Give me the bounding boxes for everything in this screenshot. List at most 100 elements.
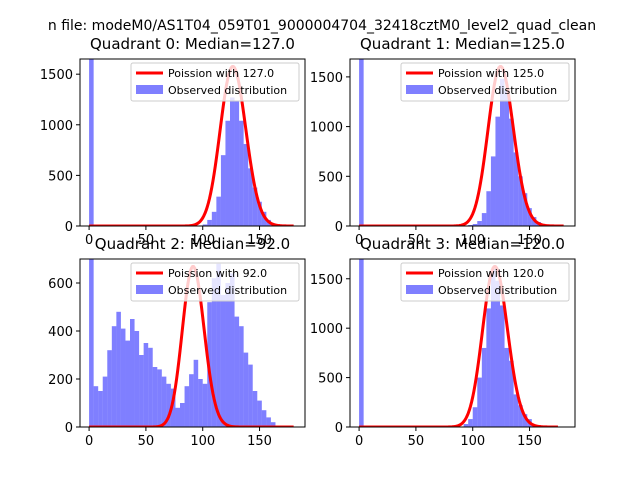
histogram-bar xyxy=(89,259,94,427)
histogram-bar xyxy=(248,168,253,226)
histogram-bar xyxy=(234,101,240,226)
histogram-bar xyxy=(225,283,230,427)
x-tick-label: 0 xyxy=(355,233,363,248)
y-tick-label: 0 xyxy=(335,220,343,235)
y-tick-label: 1500 xyxy=(40,68,73,83)
histogram-bar xyxy=(261,211,267,226)
x-tick-label: 50 xyxy=(408,434,425,449)
x-tick-label: 150 xyxy=(517,434,542,449)
y-tick-label: 200 xyxy=(48,373,73,388)
x-tick-label: 100 xyxy=(190,233,215,248)
legend-hist-label: Observed distribution xyxy=(438,84,557,97)
histogram-bar xyxy=(130,319,135,427)
histogram-bar xyxy=(230,97,235,226)
histogram-bar xyxy=(468,419,473,427)
y-tick-label: 0 xyxy=(335,421,343,436)
legend-hist-label: Observed distribution xyxy=(168,284,287,297)
y-tick-label: 600 xyxy=(48,277,73,292)
axes-frame xyxy=(349,258,576,428)
y-tick-label: 1500 xyxy=(310,273,343,288)
plot-area xyxy=(358,259,559,427)
histogram-bar xyxy=(211,278,217,427)
axes-frame xyxy=(79,58,306,227)
axes-frame xyxy=(349,58,576,227)
legend-line-label: Poission with 125.0 xyxy=(438,67,544,80)
poisson-curve xyxy=(358,65,564,226)
histogram-bar xyxy=(102,376,108,427)
histogram-bar xyxy=(486,308,491,427)
histogram-bar xyxy=(143,343,149,427)
x-tick-label: 100 xyxy=(460,233,485,248)
histogram-bar xyxy=(509,360,514,427)
histogram-bar xyxy=(116,311,121,427)
histogram-bar xyxy=(486,191,491,226)
x-tick-label: 0 xyxy=(355,434,363,449)
histogram-bar xyxy=(202,383,208,427)
y-tick-label: 500 xyxy=(48,169,73,184)
histogram-bar xyxy=(481,347,487,427)
plot-area xyxy=(358,59,564,226)
histogram-bar xyxy=(495,116,500,226)
histogram-bar xyxy=(472,407,478,427)
histogram-bar xyxy=(504,90,510,226)
histogram-bar xyxy=(211,211,217,226)
y-tick-label: 0 xyxy=(65,220,73,235)
histogram-bar xyxy=(125,340,130,427)
y-tick-label: 1000 xyxy=(40,119,73,134)
legend-frame xyxy=(130,62,300,102)
histogram-bar xyxy=(477,377,482,427)
axes-frame xyxy=(79,258,306,428)
histogram-bar xyxy=(198,379,203,427)
histogram-bar xyxy=(193,359,199,427)
histogram-bar xyxy=(270,422,276,427)
histogram-bar xyxy=(500,78,505,226)
histogram-bar xyxy=(184,386,190,427)
histogram-bar xyxy=(189,374,194,427)
histogram-bar xyxy=(252,187,258,226)
poisson-curve xyxy=(358,265,559,427)
x-tick-label: 100 xyxy=(460,434,485,449)
histogram-bar xyxy=(518,176,523,226)
histogram-bar xyxy=(93,386,99,427)
histogram-bar xyxy=(463,424,469,427)
histogram-bar xyxy=(477,221,482,226)
y-tick-label: 1000 xyxy=(310,121,343,136)
histogram-bar xyxy=(225,120,230,226)
x-tick-label: 50 xyxy=(138,233,155,248)
histogram-bar xyxy=(148,347,153,427)
x-tick-label: 150 xyxy=(247,434,272,449)
histogram-bar xyxy=(257,201,262,226)
histogram-bar xyxy=(161,376,167,427)
histogram-bar xyxy=(139,355,144,427)
histogram-bar xyxy=(239,120,244,226)
legend-hist-label: Observed distribution xyxy=(438,284,557,297)
histogram-bar xyxy=(89,59,94,226)
histogram-bar xyxy=(107,350,112,427)
legend-frame xyxy=(130,262,300,302)
histogram-bar xyxy=(234,316,240,427)
panel-title: Quadrant 1: Median=125.0 xyxy=(360,35,565,53)
x-tick-label: 50 xyxy=(138,434,155,449)
histogram-bar xyxy=(98,391,103,427)
histogram-bar xyxy=(207,219,212,226)
histogram-bar xyxy=(120,328,126,427)
histogram-bar xyxy=(504,347,510,427)
histogram-bar xyxy=(509,118,514,226)
histogram-bar xyxy=(170,388,176,427)
histogram-bar xyxy=(248,364,253,427)
legend-frame xyxy=(400,62,570,102)
histogram-bar xyxy=(522,414,528,427)
histogram-bar xyxy=(518,405,523,427)
legend-line-label: Poission with 120.0 xyxy=(438,267,544,280)
histogram-bar xyxy=(500,305,505,427)
x-tick-label: 100 xyxy=(190,434,215,449)
histogram-bar xyxy=(157,369,162,427)
histogram-bar xyxy=(527,208,532,226)
legend-hist-label: Observed distribution xyxy=(168,84,287,97)
histogram-bar xyxy=(243,352,249,427)
legend: Poission with 120.0 Observed distribution xyxy=(400,262,570,302)
y-tick-label: 1500 xyxy=(310,71,343,86)
